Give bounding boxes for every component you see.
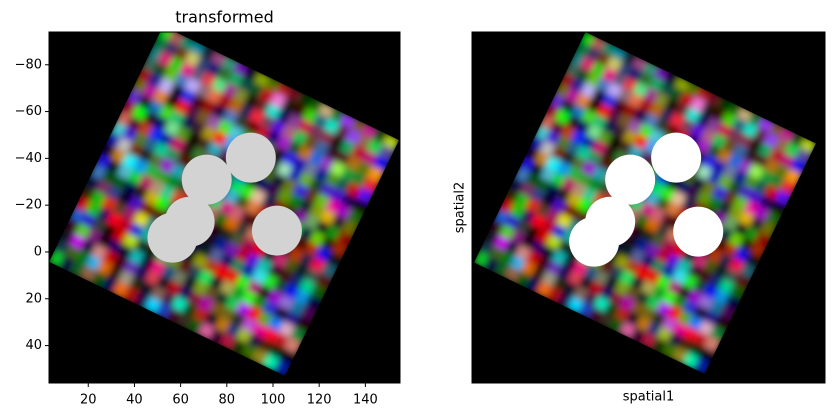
x-tick-label: 60: [172, 393, 189, 408]
chart-title: transformed: [175, 8, 273, 27]
axes-frame: [48, 31, 401, 384]
x-axis-label: spatial1: [623, 390, 675, 405]
point: [605, 154, 656, 205]
y-tick-label: 20: [25, 291, 42, 306]
point: [569, 216, 620, 267]
y-tick-label: 40: [25, 338, 42, 353]
x-tick-label: 100: [261, 393, 286, 408]
x-tick-label: 20: [80, 393, 97, 408]
y-tick-label: −40: [15, 151, 42, 166]
point: [251, 205, 302, 256]
point: [147, 212, 198, 263]
x-tick-label: 120: [307, 393, 332, 408]
y-axis-label: spatial2: [453, 182, 468, 234]
x-tick-label: 40: [126, 393, 143, 408]
y-tick-label: −80: [15, 57, 42, 72]
y-tick-label: −20: [15, 198, 42, 213]
point: [181, 154, 232, 205]
y-tick-label: 0: [34, 244, 42, 259]
axes-frame: [471, 31, 826, 384]
x-tick-label: 80: [219, 393, 236, 408]
point: [651, 132, 702, 183]
x-tick-label: 140: [353, 393, 378, 408]
y-tick-label: −60: [15, 104, 42, 119]
point: [225, 132, 276, 183]
point: [673, 206, 724, 257]
